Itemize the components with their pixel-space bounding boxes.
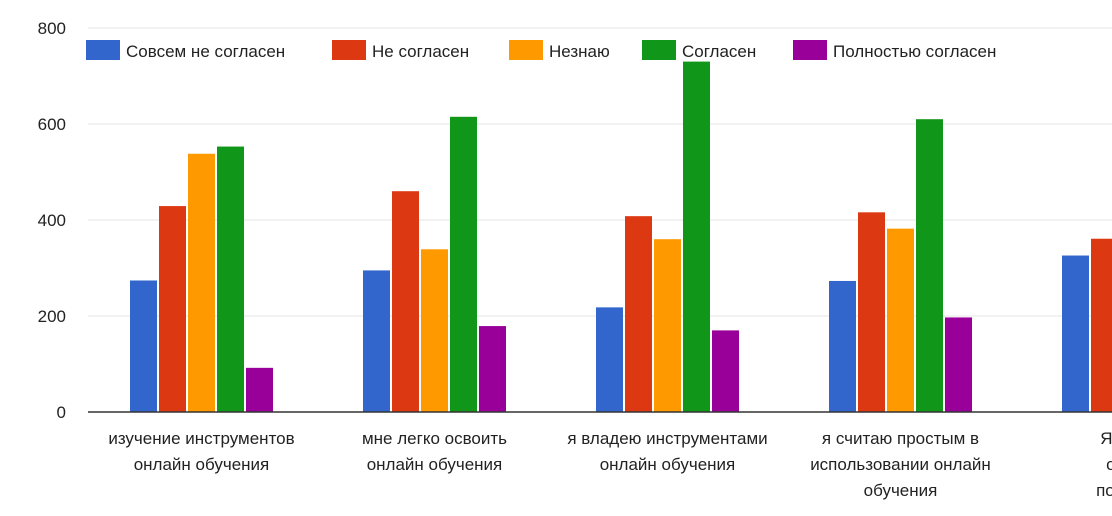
bars: [130, 61, 1112, 413]
bar: [421, 249, 448, 412]
legend-item: Совсем не согласен: [86, 40, 285, 61]
legend: Совсем не согласен Не согласен Незнаю Согла…: [86, 40, 996, 61]
bar: [217, 146, 244, 412]
legend-label: Совсем не согласен: [126, 42, 285, 61]
bar: [858, 212, 885, 412]
legend-label: Незнаю: [549, 42, 610, 61]
category-label: мне легко освоить онлайн обучения: [362, 429, 507, 474]
legend-label: Не согласен: [372, 42, 469, 61]
bar: [1091, 238, 1112, 412]
bar: [829, 280, 856, 412]
bar: [450, 116, 477, 413]
legend-item: Не согласен: [332, 40, 469, 61]
legend-label: Согласен: [682, 42, 756, 61]
bar: [654, 239, 681, 412]
category-label: Я надежоценкипосле он.: [1096, 429, 1112, 500]
legend-label: Полностью согласен: [833, 42, 996, 61]
y-axis-tick-labels: 0 200 400 600 800: [38, 19, 66, 422]
bar: [188, 153, 215, 412]
bar: [596, 307, 623, 412]
legend-swatch: [509, 40, 543, 60]
category-label: я владею инструментами онлайн обучения: [567, 429, 767, 474]
y-tick-label: 800: [38, 19, 66, 38]
bar: [712, 330, 739, 412]
bar: [683, 61, 710, 412]
bar: [916, 119, 943, 412]
bar: [479, 326, 506, 412]
bar: [945, 317, 972, 412]
y-tick-label: 200: [38, 307, 66, 326]
bar: [159, 206, 186, 412]
bar: [625, 216, 652, 412]
legend-swatch: [642, 40, 676, 60]
bar: [246, 367, 273, 412]
bar: [392, 191, 419, 412]
bar: [363, 270, 390, 412]
y-tick-label: 400: [38, 211, 66, 230]
legend-swatch: [793, 40, 827, 60]
bar: [130, 280, 157, 412]
x-axis-category-labels: изучение инструментов онлайн обучения мне …: [108, 429, 1112, 500]
y-tick-label: 0: [57, 403, 66, 422]
y-tick-label: 600: [38, 115, 66, 134]
legend-swatch: [86, 40, 120, 60]
legend-item: Полностью согласен: [793, 40, 996, 61]
legend-item: Незнаю: [509, 40, 610, 61]
bar: [887, 228, 914, 412]
bar: [1062, 255, 1089, 412]
legend-swatch: [332, 40, 366, 60]
legend-item: Согласен: [642, 40, 756, 61]
category-label: изучение инструментов онлайн обучения: [108, 429, 294, 474]
category-label: я считаю простым в использовании онлайн об…: [810, 429, 991, 500]
